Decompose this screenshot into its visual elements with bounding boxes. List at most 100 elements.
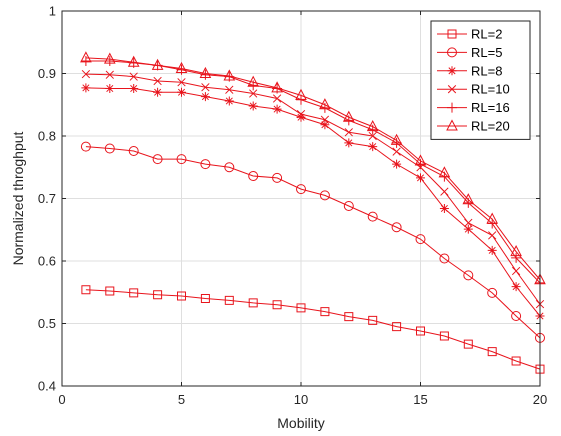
data-point (344, 312, 354, 322)
legend-item: RL=20 (437, 119, 510, 134)
data-point (486, 212, 499, 224)
data-point (177, 78, 186, 87)
data-point (511, 266, 521, 276)
data-point (272, 172, 283, 183)
data-point (104, 143, 115, 154)
axis-ticks: 0 5 10 15 20 0.4 0.5 0.6 0.7 0.8 0.9 1 (38, 4, 547, 408)
x-axis-label: Mobility (277, 415, 324, 431)
data-point (272, 300, 282, 310)
data-point (440, 187, 449, 196)
data-point (81, 285, 91, 295)
data-point (200, 294, 210, 303)
data-point (392, 322, 402, 332)
data-point (463, 270, 474, 281)
series-rl-8 (81, 83, 545, 321)
data-point (199, 66, 212, 78)
data-point (367, 211, 378, 222)
y-tick-label: 1 (49, 4, 56, 19)
data-point (248, 171, 259, 181)
data-point (391, 222, 402, 233)
data-point (438, 166, 451, 178)
legend-marker (447, 102, 457, 113)
legend-item: RL=10 (437, 82, 510, 97)
data-point (463, 339, 473, 349)
data-point (153, 290, 163, 300)
data-point (343, 201, 354, 211)
data-point (272, 94, 282, 103)
y-axis-label: Normalized throghput (10, 131, 26, 265)
data-point (295, 88, 307, 100)
data-point (464, 218, 473, 228)
data-point (201, 83, 210, 92)
legend-item: RL=5 (437, 45, 502, 60)
data-point (368, 131, 377, 141)
data-point (177, 87, 186, 97)
data-point (105, 286, 115, 296)
data-point (511, 252, 522, 263)
x-tick-label: 5 (178, 392, 185, 407)
x-tick-label: 15 (413, 392, 427, 407)
data-point (487, 347, 497, 357)
data-point (81, 83, 91, 93)
series-rl-20 (80, 51, 546, 285)
data-point (296, 109, 306, 119)
x-tick-label: 0 (58, 392, 65, 407)
legend-box (430, 20, 531, 140)
data-point (249, 89, 258, 98)
data-point (368, 142, 378, 152)
legend-item: RL=16 (437, 100, 510, 115)
legend-label: RL=8 (471, 63, 502, 78)
data-point (272, 104, 282, 114)
data-point (224, 162, 235, 173)
data-point (416, 173, 425, 183)
data-point (129, 72, 138, 81)
y-tick-label: 0.7 (38, 191, 56, 206)
data-point (103, 52, 116, 64)
x-tick-label: 20 (533, 392, 547, 407)
legend-marker (447, 47, 457, 58)
data-point (296, 303, 306, 313)
data-point (463, 224, 473, 234)
legend-marker (447, 29, 457, 39)
data-point (224, 96, 234, 106)
data-point (248, 298, 258, 308)
data-point (319, 98, 331, 110)
legend: RL=2 RL=5 RL=8 RL=10 RL=16 RL=20 (430, 20, 531, 140)
data-point (390, 133, 403, 145)
data-point (416, 326, 425, 336)
data-point (129, 288, 139, 298)
y-tick-label: 0.5 (38, 316, 56, 331)
data-point (414, 154, 427, 166)
data-point (392, 147, 401, 156)
data-point (487, 245, 497, 255)
legend-item: RL=2 (437, 27, 502, 42)
data-point (105, 84, 115, 93)
data-point (320, 120, 330, 130)
data-point (153, 76, 162, 86)
data-point (487, 287, 498, 298)
data-point (247, 75, 260, 87)
data-point (153, 87, 163, 97)
data-point (344, 128, 353, 137)
data-point (200, 92, 210, 102)
data-point (510, 245, 522, 257)
legend-label: RL=5 (471, 45, 502, 60)
data-point (415, 234, 426, 245)
data-point (320, 115, 330, 124)
data-point (129, 84, 139, 93)
data-point (151, 58, 164, 70)
data-point (296, 184, 306, 195)
data-point (224, 295, 234, 305)
legend-marker (447, 85, 457, 94)
data-point (152, 154, 163, 165)
y-tick-label: 0.9 (38, 66, 56, 81)
data-point (223, 69, 236, 81)
legend-label: RL=16 (471, 100, 510, 115)
data-point (200, 159, 211, 170)
data-point (366, 120, 379, 132)
legend-label: RL=2 (471, 27, 502, 42)
data-point (462, 193, 475, 205)
legend-label: RL=20 (471, 119, 510, 134)
data-point (225, 85, 234, 94)
